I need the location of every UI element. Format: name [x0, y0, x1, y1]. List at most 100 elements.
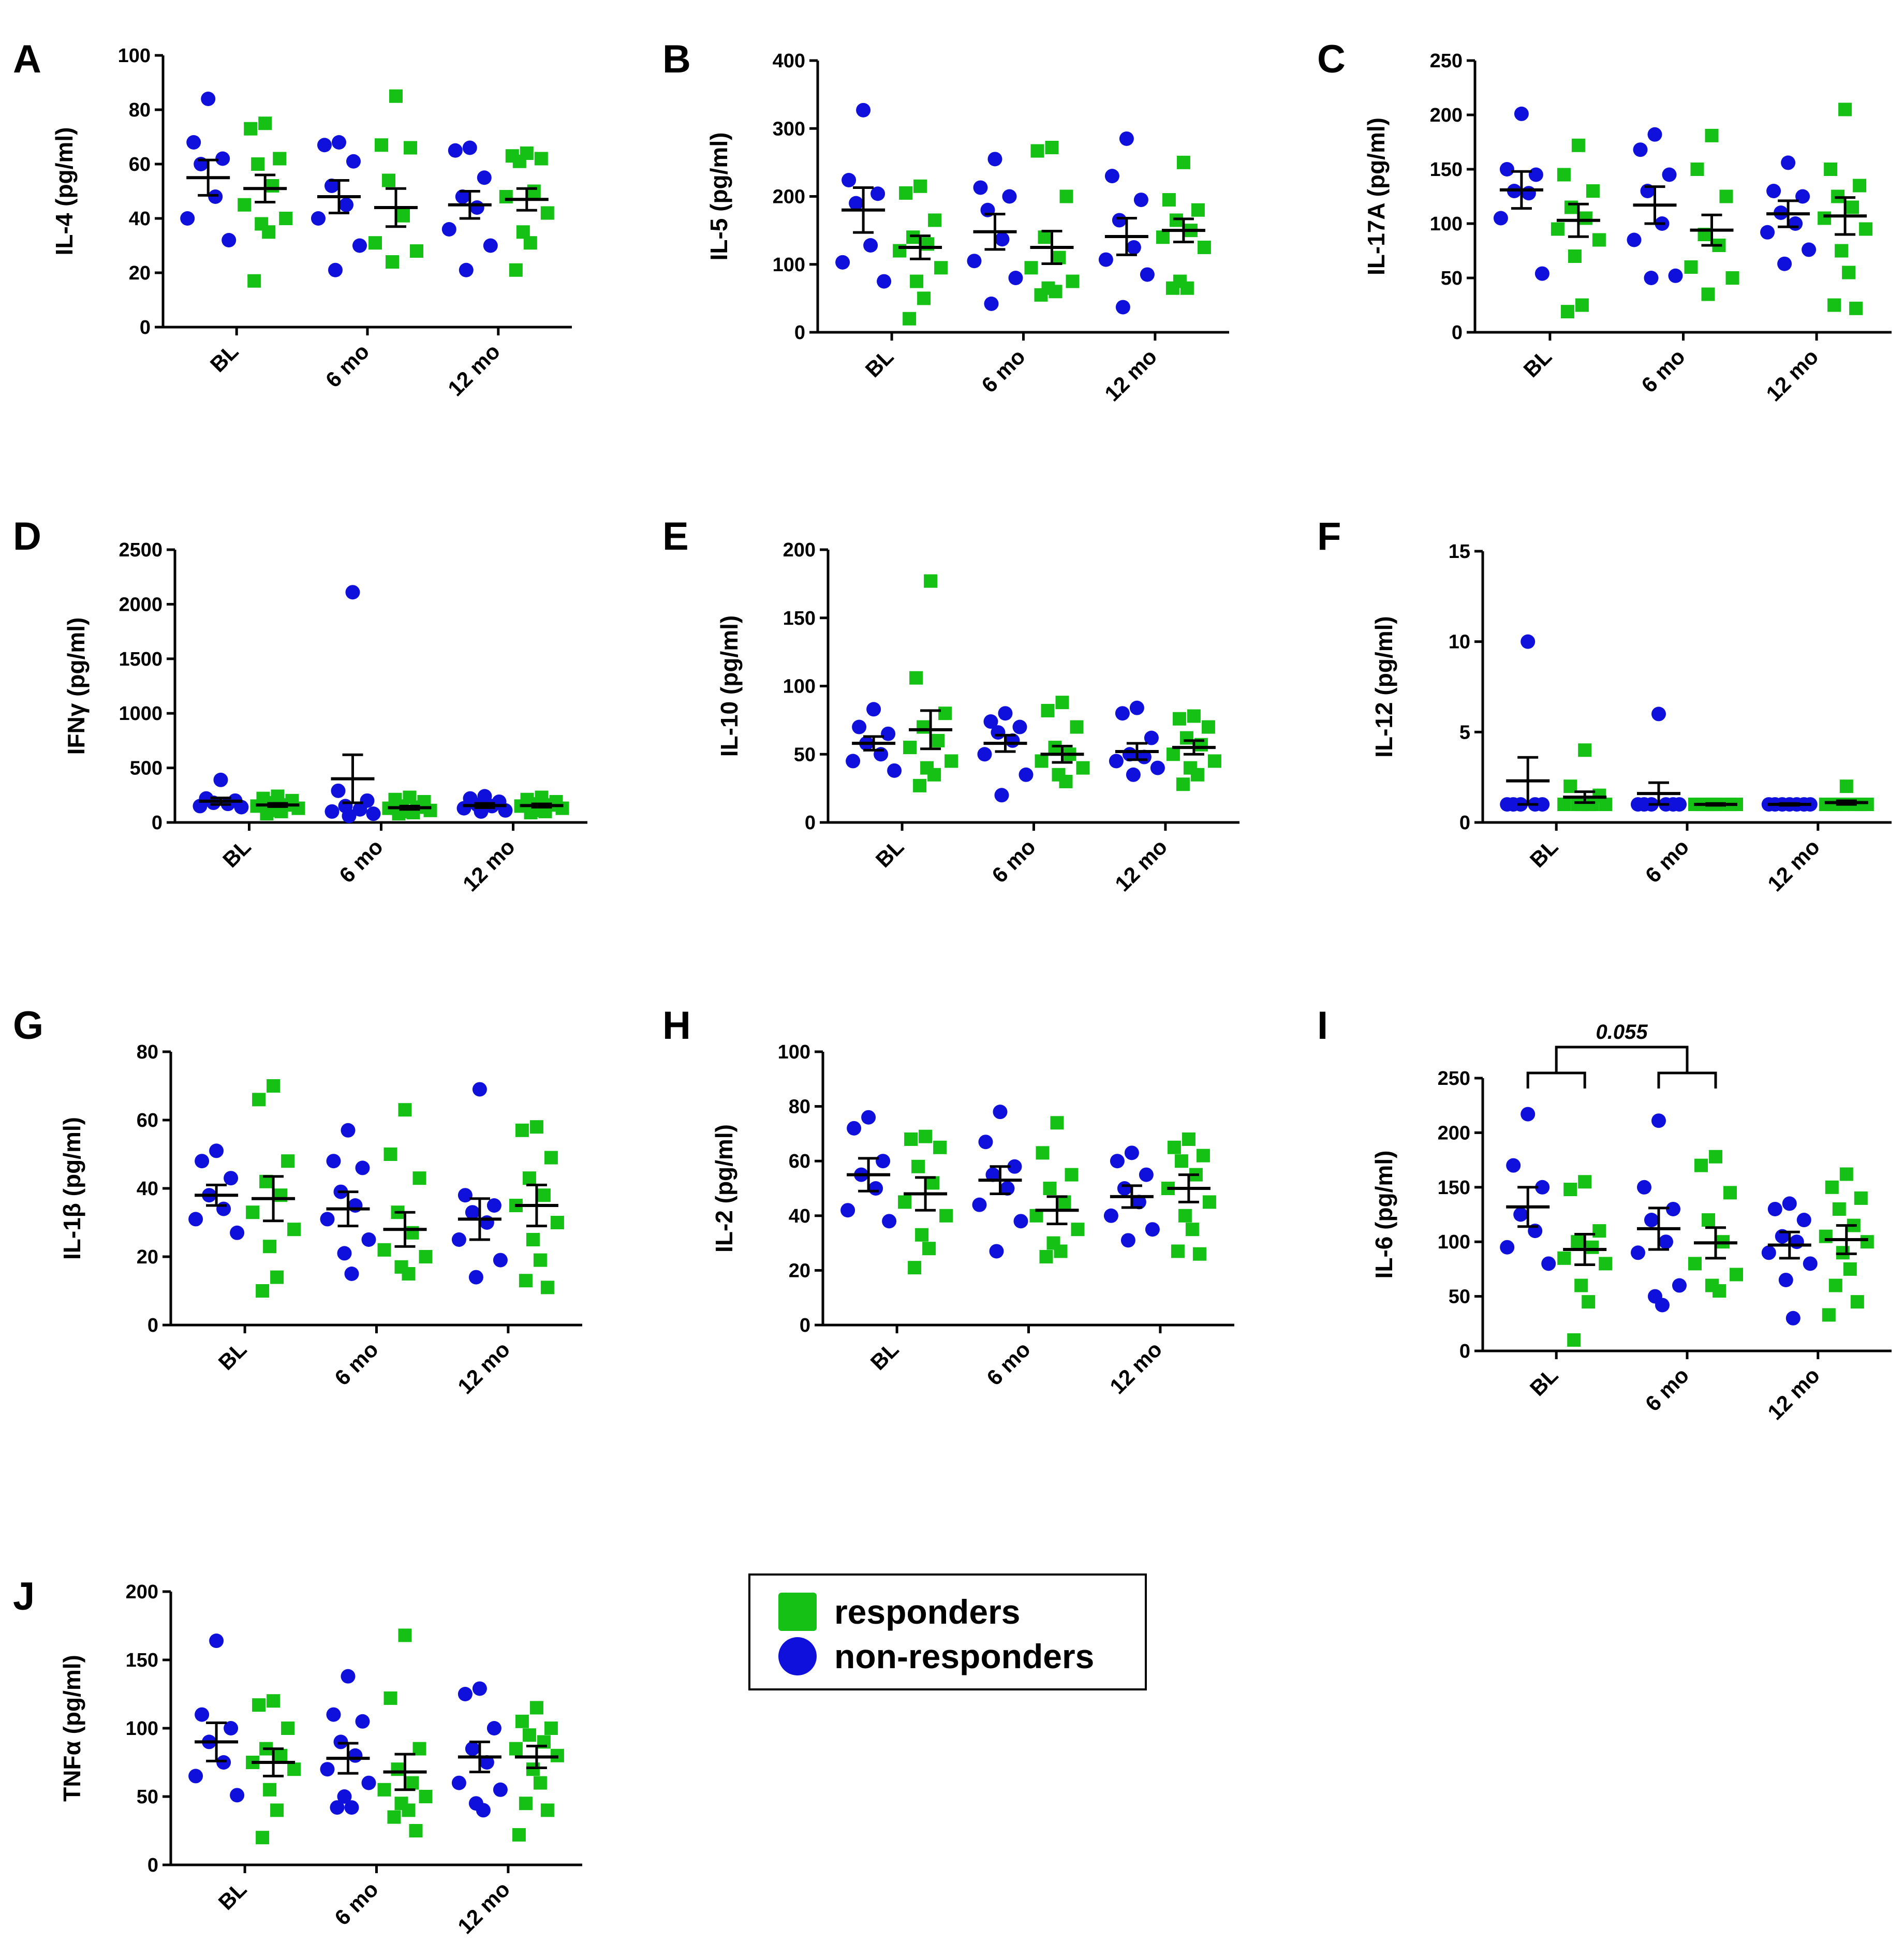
data-point-non-responder [457, 1687, 473, 1701]
data-point-non-responder [1513, 1207, 1528, 1222]
y-tick-label: 40 [789, 1205, 810, 1227]
data-point-non-responder [348, 1198, 363, 1213]
y-tick-label: 20 [129, 262, 151, 284]
data-point-responder [423, 803, 437, 817]
data-point-responder [526, 1233, 540, 1246]
data-point-non-responder [457, 1188, 473, 1203]
data-point-responder [419, 1250, 433, 1263]
responders-square-icon [778, 1593, 817, 1631]
y-tick-label: 0 [1452, 322, 1463, 344]
data-point-responder [281, 1154, 295, 1168]
data-point-responder [512, 1828, 526, 1842]
y-tick-label: 40 [137, 1178, 158, 1200]
data-point-non-responder [978, 1135, 993, 1150]
data-point-responder [534, 152, 548, 166]
y-tick-label: 100 [773, 254, 805, 276]
y-tick-label: 0 [152, 812, 163, 834]
data-point-non-responder [230, 1225, 245, 1240]
panel-G: G 0 20 40 60 80 IL-1β (pg/ml) BL 6 mo 12 mo [13, 1004, 582, 1399]
data-point-non-responder [1777, 256, 1792, 271]
data-point-responder [1035, 754, 1049, 768]
data-point-responder [252, 1698, 266, 1712]
data-point-responder [1190, 768, 1204, 782]
data-point-non-responder [1129, 700, 1144, 715]
data-point-non-responder [195, 1707, 210, 1722]
data-point-responder [1207, 754, 1221, 768]
x-tick-label: 6 mo [982, 1337, 1035, 1390]
data-point-responder [1730, 1268, 1743, 1282]
data-point-responder [273, 152, 287, 166]
data-point-responder [1578, 211, 1592, 225]
data-point-responder [1568, 249, 1582, 263]
data-point-responder [906, 230, 920, 244]
data-point-responder [1585, 1240, 1599, 1254]
data-point-responder [387, 1810, 401, 1824]
data-point-non-responder [1767, 1201, 1782, 1216]
x-tick-label: BL [214, 1877, 252, 1915]
y-axis-label: IL-12 (pg/ml) [1370, 616, 1397, 757]
data-point-non-responder [479, 1215, 494, 1230]
data-point-non-responder [1789, 1234, 1804, 1249]
data-point-responder [409, 1824, 423, 1837]
data-point-non-responder [1795, 189, 1810, 204]
data-point-responder [540, 1281, 554, 1294]
data-point-responder [913, 179, 927, 193]
data-point-responder [1560, 305, 1574, 319]
data-point-responder [1592, 1224, 1606, 1238]
y-tick-label: 20 [137, 1246, 158, 1268]
data-point-responder [383, 1691, 397, 1705]
data-point-non-responder [1535, 1180, 1550, 1195]
data-point-non-responder [993, 1105, 1008, 1120]
data-point-responder [368, 236, 382, 250]
data-point-non-responder [324, 179, 339, 193]
data-point-responder [939, 1209, 953, 1223]
data-point-non-responder [877, 274, 892, 289]
data-point-responder [1048, 741, 1062, 755]
data-point-responder [1055, 696, 1069, 710]
data-point-responder [924, 574, 938, 588]
data-point-non-responder [230, 1788, 245, 1803]
data-point-non-responder [1666, 1201, 1680, 1216]
data-point-responder [1557, 168, 1571, 182]
x-tick-label: 6 mo [977, 344, 1030, 398]
data-point-responder [1839, 779, 1853, 793]
data-point-non-responder [876, 1154, 891, 1169]
data-point-non-responder [847, 1121, 862, 1136]
data-point-non-responder [337, 1789, 352, 1804]
data-point-non-responder [186, 135, 201, 150]
data-point-responder [404, 141, 417, 155]
data-point-responder [247, 274, 261, 288]
data-point-non-responder [493, 1782, 508, 1797]
y-axis-label: IL-10 (pg/ml) [716, 615, 743, 757]
data-point-responder [405, 1776, 419, 1790]
data-point-non-responder [224, 1171, 239, 1186]
data-point-responder [279, 212, 293, 225]
data-point-non-responder [846, 754, 861, 769]
data-point-non-responder [1521, 634, 1536, 649]
data-point-responder [256, 1831, 270, 1845]
data-point-responder [1582, 1295, 1596, 1309]
y-tick-label: 0 [140, 317, 151, 339]
data-point-non-responder [361, 1775, 376, 1790]
data-point-responder [522, 1171, 536, 1185]
data-point-responder [1825, 1180, 1839, 1194]
x-tick-label: BL [861, 344, 898, 382]
data-point-non-responder [188, 1212, 203, 1227]
x-tick-label: BL [205, 339, 243, 377]
data-point-non-responder [344, 1267, 359, 1281]
data-point-responder [1702, 1213, 1715, 1227]
y-tick-label: 200 [1438, 1122, 1470, 1144]
y-tick-label: 250 [1430, 50, 1463, 72]
data-point-responder [1169, 213, 1183, 227]
data-point-responder [263, 1240, 277, 1254]
y-tick-label: 300 [773, 118, 805, 140]
x-tick-label: 12 mo [1763, 1363, 1824, 1424]
data-point-responder [1835, 244, 1849, 258]
panel-E: E 0 50 100 150 200 IL-10 (pg/ml) BL 6 mo 12 mo [662, 514, 1239, 896]
y-tick-label: 200 [773, 186, 805, 208]
significance-bracket: 0.055 [1526, 1021, 1717, 1088]
data-point-non-responder [1672, 797, 1687, 812]
y-tick-label: 200 [1430, 105, 1463, 126]
data-point-responder [903, 312, 917, 326]
data-point-non-responder [486, 1721, 501, 1735]
